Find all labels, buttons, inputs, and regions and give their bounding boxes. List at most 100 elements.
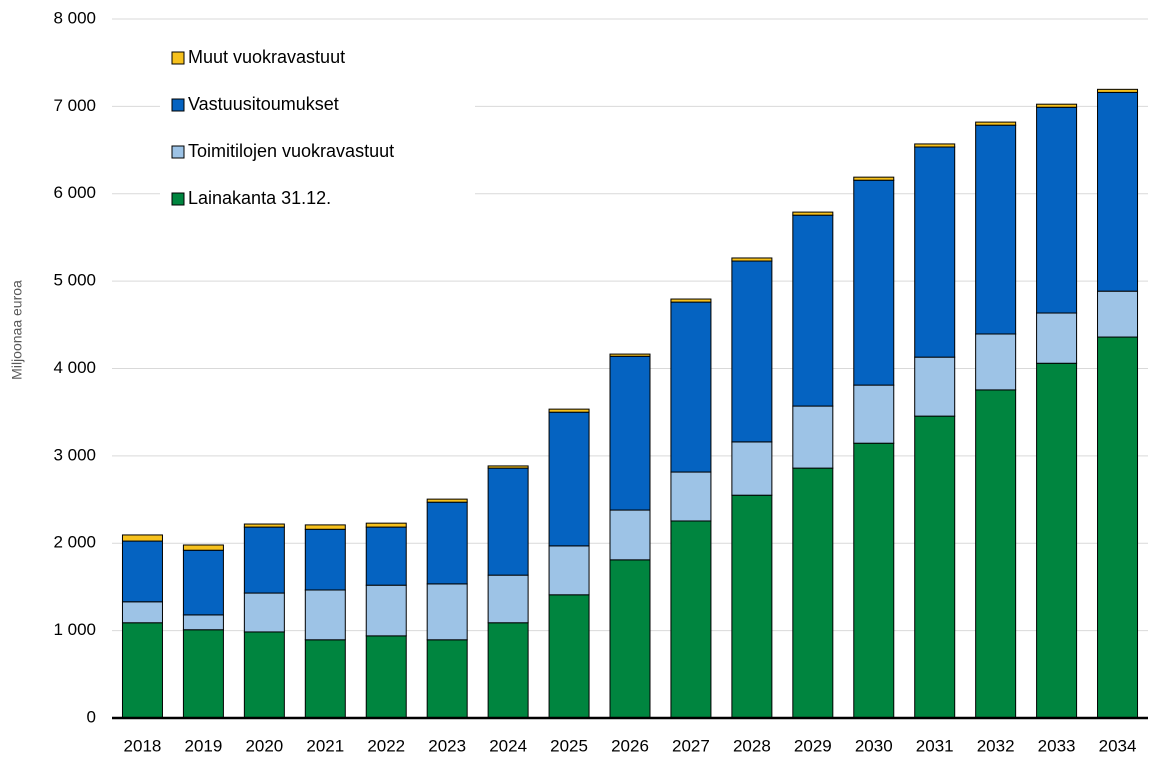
bar-segment [853, 384, 895, 444]
bar-segment [243, 592, 285, 633]
legend-label: Lainakanta 31.12. [188, 188, 331, 208]
bar-segment [792, 211, 834, 216]
bar-segment [670, 301, 712, 473]
x-tick-label: 2019 [184, 736, 222, 755]
x-tick-label: 2033 [1038, 736, 1076, 755]
bar-segment [243, 526, 285, 594]
y-axis-label: Miljoonaa euroa [9, 280, 25, 380]
bar-segment [670, 520, 712, 719]
x-tick-label: 2026 [611, 736, 649, 755]
bar-segment [182, 629, 224, 719]
x-tick-label: 2034 [1099, 736, 1137, 755]
y-tick-label: 4 000 [53, 358, 96, 377]
x-tick-label: 2032 [977, 736, 1015, 755]
bar-segment [548, 411, 590, 547]
x-tick-label: 2025 [550, 736, 588, 755]
x-tick-label: 2027 [672, 736, 710, 755]
y-tick-label: 1 000 [53, 620, 96, 639]
bar-segment [182, 549, 224, 616]
bar-segment [304, 589, 346, 641]
legend-label: Toimitilojen vuokravastuut [188, 141, 394, 161]
bar-segment [426, 639, 468, 719]
bar-segment [365, 522, 407, 528]
bar-segment [121, 534, 163, 542]
x-tick-label: 2028 [733, 736, 771, 755]
bar-segment [914, 143, 956, 148]
bar-segment [1036, 103, 1078, 108]
bar-segment [121, 601, 163, 624]
bar-segment [548, 408, 590, 413]
legend-label: Muut vuokravastuut [188, 47, 345, 67]
y-tick-label: 6 000 [53, 183, 96, 202]
y-tick-label: 5 000 [53, 271, 96, 290]
bar-segment [731, 260, 773, 443]
bar-segment [426, 583, 468, 641]
bar-segment [121, 540, 163, 603]
bar-segment [182, 544, 224, 551]
bar-segment [548, 545, 590, 596]
x-tick-label: 2023 [428, 736, 466, 755]
bar-segment [243, 631, 285, 719]
bar-segment [548, 594, 590, 719]
bar-segment [1097, 290, 1139, 338]
legend-swatch [171, 51, 185, 65]
bar-segment [975, 124, 1017, 335]
bar-segment [487, 622, 529, 719]
y-tick-label: 2 000 [53, 533, 96, 552]
x-tick-label: 2024 [489, 736, 527, 755]
bar-segment [914, 415, 956, 719]
legend-swatch [171, 145, 185, 159]
bar-segment [609, 559, 651, 719]
bar-segment [121, 622, 163, 719]
bar-segment [365, 526, 407, 586]
bar-segment [304, 528, 346, 591]
y-tick-label: 8 000 [53, 8, 96, 27]
legend-swatch [171, 98, 185, 112]
bar-segment [609, 509, 651, 561]
bar-segment [853, 442, 895, 719]
bar-segment [426, 501, 468, 585]
bar-segment [243, 523, 285, 528]
x-tick-label: 2022 [367, 736, 405, 755]
bar-segment [304, 639, 346, 719]
bar-segment [1036, 106, 1078, 314]
y-tick-label: 3 000 [53, 445, 96, 464]
bar-segment [975, 389, 1017, 719]
legend-label: Vastuusitoumukset [188, 94, 339, 114]
bar-segment [182, 614, 224, 631]
bar-segment [914, 356, 956, 417]
bar-segment [670, 471, 712, 522]
x-tick-label: 2031 [916, 736, 954, 755]
bar-segment [975, 121, 1017, 126]
legend-swatch [171, 192, 185, 206]
bar-segment [853, 176, 895, 181]
y-tick-label: 7 000 [53, 96, 96, 115]
bar-segment [487, 467, 529, 576]
bar-segment [1097, 91, 1139, 292]
bar-segment [731, 441, 773, 496]
bar-segment [365, 635, 407, 719]
bar-segment [731, 494, 773, 719]
bar-segment [1097, 336, 1139, 719]
bar-segment [914, 146, 956, 358]
x-tick-label: 2021 [306, 736, 344, 755]
bar-segment [487, 465, 529, 469]
bar-segment [975, 333, 1017, 391]
bar-segment [609, 355, 651, 511]
x-tick-label: 2029 [794, 736, 832, 755]
bar-segment [792, 405, 834, 469]
bar-segment [853, 179, 895, 386]
bar-segment [792, 467, 834, 719]
bar-segment [670, 298, 712, 303]
x-tick-label: 2030 [855, 736, 893, 755]
x-tick-label: 2018 [124, 736, 162, 755]
bar-segment [731, 257, 773, 262]
bar-segment [426, 498, 468, 503]
bar-segment [609, 353, 651, 357]
legend-background [160, 38, 475, 218]
bar-segment [365, 584, 407, 637]
bar-segment [1036, 362, 1078, 719]
bar-segment [792, 214, 834, 407]
bar-segment [487, 574, 529, 624]
